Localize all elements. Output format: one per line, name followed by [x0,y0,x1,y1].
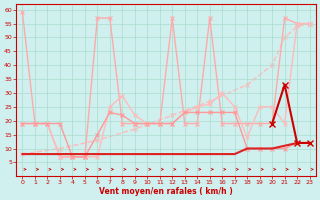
X-axis label: Vent moyen/en rafales ( km/h ): Vent moyen/en rafales ( km/h ) [99,187,233,196]
